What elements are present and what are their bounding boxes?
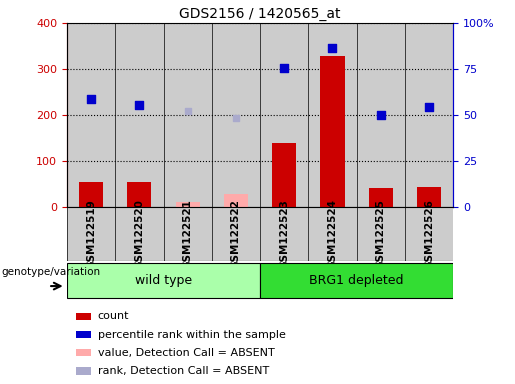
Text: genotype/variation: genotype/variation xyxy=(2,267,100,277)
Text: GSM122523: GSM122523 xyxy=(279,199,289,269)
Bar xyxy=(115,23,163,207)
FancyBboxPatch shape xyxy=(260,263,453,298)
Bar xyxy=(224,194,248,207)
Text: GSM122526: GSM122526 xyxy=(424,199,434,269)
Bar xyxy=(405,23,453,207)
Text: GSM122522: GSM122522 xyxy=(231,199,241,269)
Bar xyxy=(176,202,200,207)
Bar xyxy=(115,207,163,261)
Point xyxy=(425,104,433,111)
Text: GSM122525: GSM122525 xyxy=(376,199,386,269)
Bar xyxy=(405,207,453,261)
Text: GSM122524: GSM122524 xyxy=(328,199,337,269)
Bar xyxy=(76,331,91,338)
Text: count: count xyxy=(98,311,129,321)
Point xyxy=(232,115,240,121)
Bar xyxy=(272,143,296,207)
Text: percentile rank within the sample: percentile rank within the sample xyxy=(98,329,285,339)
Bar xyxy=(76,349,91,356)
Bar xyxy=(67,207,115,261)
Bar xyxy=(212,23,260,207)
Bar xyxy=(67,23,115,207)
Bar xyxy=(163,23,212,207)
Bar xyxy=(260,23,308,207)
Bar xyxy=(417,187,441,207)
Bar xyxy=(79,182,103,207)
Bar xyxy=(356,207,405,261)
FancyBboxPatch shape xyxy=(67,263,260,298)
Point xyxy=(280,65,288,71)
Point xyxy=(87,96,95,102)
Bar xyxy=(308,23,356,207)
Point xyxy=(183,108,192,114)
Bar xyxy=(308,207,356,261)
Text: value, Detection Call = ABSENT: value, Detection Call = ABSENT xyxy=(98,348,274,358)
Point xyxy=(135,102,144,108)
Point xyxy=(376,112,385,118)
Bar xyxy=(127,182,151,207)
Text: wild type: wild type xyxy=(135,274,192,287)
Bar xyxy=(260,207,308,261)
Text: GSM122520: GSM122520 xyxy=(134,199,144,269)
Title: GDS2156 / 1420565_at: GDS2156 / 1420565_at xyxy=(179,7,341,21)
Bar xyxy=(369,188,393,207)
Text: BRG1 depleted: BRG1 depleted xyxy=(310,274,404,287)
Bar xyxy=(320,56,345,207)
Bar xyxy=(76,313,91,320)
Point xyxy=(329,45,337,51)
Text: GSM122521: GSM122521 xyxy=(183,199,193,269)
Bar xyxy=(163,207,212,261)
Bar xyxy=(356,23,405,207)
Text: rank, Detection Call = ABSENT: rank, Detection Call = ABSENT xyxy=(98,366,269,376)
Bar xyxy=(76,367,91,375)
Text: GSM122519: GSM122519 xyxy=(86,199,96,269)
Bar xyxy=(212,207,260,261)
